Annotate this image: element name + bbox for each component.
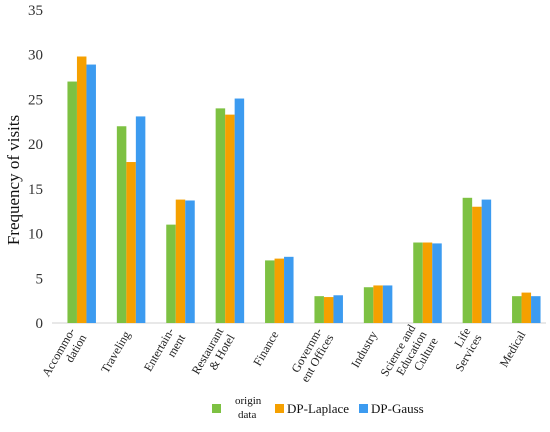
bar	[382, 285, 393, 323]
category-label: Governm-ent Offices	[287, 325, 337, 384]
legend-swatch	[359, 404, 368, 413]
legend-label: DP-Laplace	[287, 401, 349, 416]
y-axis: 0 5 10 15 20 25 30 35	[28, 3, 43, 332]
category-label: Finance	[250, 329, 281, 369]
bar	[86, 64, 96, 324]
bar	[215, 108, 226, 323]
bar	[284, 256, 294, 323]
category-label: Entertain-ment	[141, 325, 189, 381]
legend-swatch	[212, 404, 221, 413]
y-axis-label: Frequency of visits	[4, 115, 23, 245]
bars-group	[67, 56, 541, 324]
bar	[126, 162, 136, 323]
bar	[265, 260, 275, 323]
bar	[166, 224, 176, 323]
bar	[225, 114, 235, 323]
y-tick-label: 35	[28, 3, 43, 19]
bar	[314, 296, 324, 323]
bar	[333, 295, 343, 323]
y-tick-label: 25	[28, 92, 43, 108]
bar	[512, 296, 522, 323]
category-labels: Accommo-dation Traveling Entertain-ment Res…	[39, 322, 529, 392]
legend-swatch	[275, 404, 284, 413]
bar	[135, 116, 146, 323]
bar	[521, 292, 532, 323]
legend-label: DP-Gauss	[371, 401, 424, 416]
bar	[472, 206, 482, 323]
legend: origin data DP-Laplace DP-Gauss	[212, 395, 424, 421]
bar	[531, 296, 541, 323]
category-label: Accommo-dation	[39, 325, 89, 385]
bar	[234, 98, 245, 323]
bar	[363, 287, 374, 323]
bar	[323, 297, 334, 323]
y-tick-label: 30	[28, 48, 43, 64]
y-tick-label: 0	[36, 316, 44, 332]
bar	[274, 258, 285, 323]
category-label: Traveling	[98, 329, 133, 376]
bar	[422, 242, 433, 323]
category-label: Science andEducationCulture	[377, 322, 440, 392]
y-tick-label: 5	[36, 271, 44, 287]
y-tick-label: 10	[28, 227, 43, 243]
bar	[432, 243, 442, 323]
bar	[175, 199, 186, 323]
y-tick-label: 15	[28, 182, 43, 198]
category-label: Industry	[348, 329, 380, 371]
bar	[481, 199, 492, 323]
legend-label: origin data	[235, 395, 262, 421]
bar	[462, 197, 473, 323]
bar	[67, 81, 77, 324]
category-label: Restaurant& Hotel	[189, 325, 238, 384]
bar	[185, 200, 195, 323]
y-tick-label: 20	[28, 137, 43, 153]
category-label: LifeServices	[441, 325, 485, 374]
category-label: Medical	[497, 328, 529, 370]
bar	[413, 242, 423, 323]
bar	[116, 126, 127, 323]
bar	[373, 285, 383, 323]
bar	[76, 56, 87, 323]
